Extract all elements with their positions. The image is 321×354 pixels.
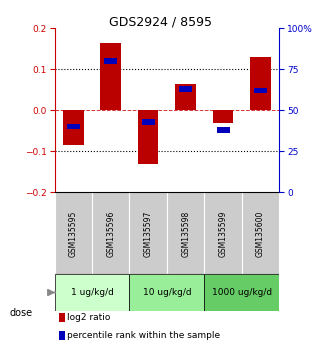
Text: percentile rank within the sample: percentile rank within the sample bbox=[67, 331, 220, 340]
Bar bbox=[59, 313, 65, 322]
Bar bbox=[59, 331, 65, 340]
Bar bbox=[175, 84, 196, 110]
Bar bbox=[167, 193, 204, 274]
Bar bbox=[254, 88, 267, 93]
Bar bbox=[242, 193, 279, 274]
Text: GSM135596: GSM135596 bbox=[106, 210, 115, 257]
Bar bbox=[129, 193, 167, 274]
Bar bbox=[67, 124, 80, 130]
Bar bbox=[179, 86, 192, 92]
Bar bbox=[142, 119, 155, 125]
Text: dose: dose bbox=[10, 308, 33, 318]
Bar bbox=[55, 274, 129, 310]
Bar bbox=[55, 193, 92, 274]
Bar bbox=[100, 43, 121, 110]
Text: 1 ug/kg/d: 1 ug/kg/d bbox=[71, 288, 113, 297]
Text: GSM135595: GSM135595 bbox=[69, 210, 78, 257]
Bar bbox=[138, 110, 159, 164]
Text: GSM135598: GSM135598 bbox=[181, 210, 190, 257]
Text: GSM135599: GSM135599 bbox=[219, 210, 228, 257]
Text: log2 ratio: log2 ratio bbox=[67, 313, 110, 322]
Bar bbox=[92, 193, 129, 274]
Bar bbox=[104, 58, 117, 64]
Bar bbox=[129, 274, 204, 310]
Text: GSM135597: GSM135597 bbox=[144, 210, 153, 257]
Bar bbox=[63, 110, 83, 145]
Bar bbox=[213, 110, 233, 123]
Bar bbox=[217, 127, 230, 133]
Text: 10 ug/kg/d: 10 ug/kg/d bbox=[143, 288, 191, 297]
Bar bbox=[204, 274, 279, 310]
Bar bbox=[250, 57, 271, 110]
Text: GDS2924 / 8595: GDS2924 / 8595 bbox=[109, 16, 212, 29]
Text: 1000 ug/kg/d: 1000 ug/kg/d bbox=[212, 288, 272, 297]
Bar bbox=[204, 193, 242, 274]
Text: GSM135600: GSM135600 bbox=[256, 210, 265, 257]
